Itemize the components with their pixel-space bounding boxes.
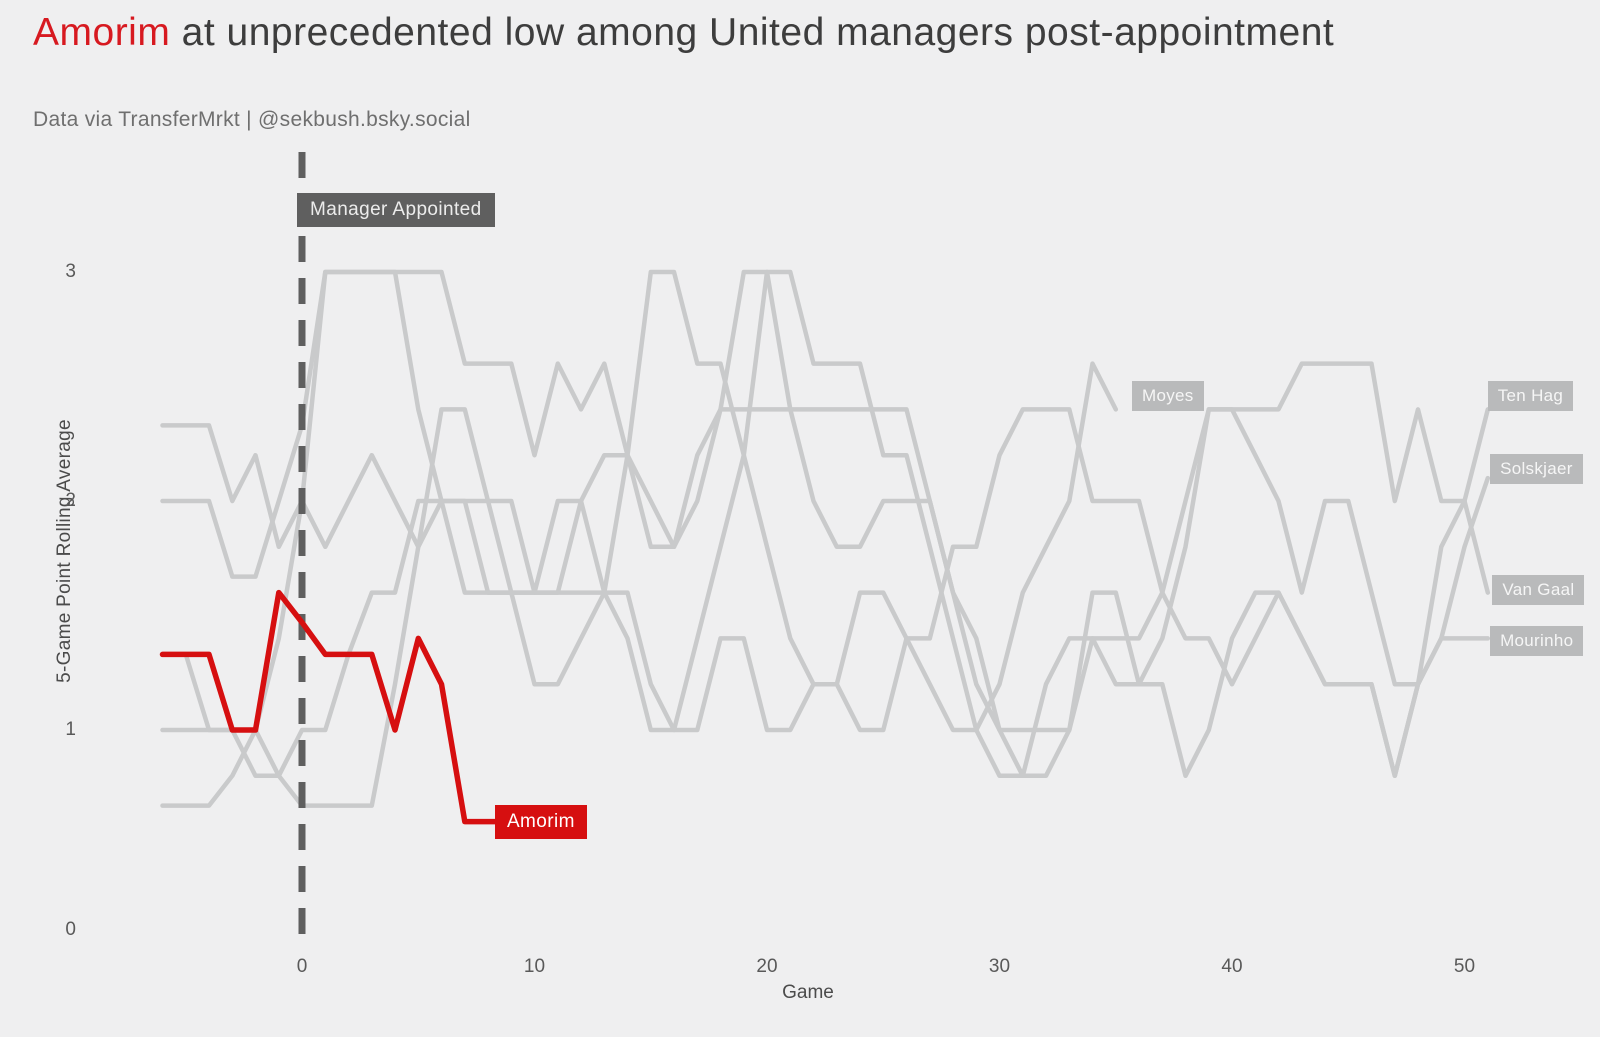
series-line-moyes	[160, 269, 1119, 733]
x-tick-50: 50	[1453, 956, 1476, 977]
manager-appointed-annotation: Manager Appointed	[297, 193, 495, 227]
x-tick-10: 10	[523, 956, 546, 977]
chart-subtitle: Data via TransferMrkt | @sekbush.bsky.so…	[33, 108, 471, 131]
x-tick-20: 20	[756, 956, 778, 977]
y-axis-label: 5-Game Point Rolling Average	[54, 419, 75, 683]
series-label-moyes: Moyes	[1132, 380, 1204, 411]
series-label-van-gaal: Van Gaal	[1492, 575, 1585, 606]
chart-title: Amorim at unprecedented low among United…	[33, 10, 1423, 57]
series-line-ten-hag	[160, 269, 1491, 808]
series-line-amorim	[159, 589, 503, 825]
chart-title-highlight: Amorim	[33, 11, 171, 54]
series-line-solskjaer	[160, 269, 1491, 808]
x-tick-40: 40	[1221, 956, 1243, 977]
series-label-amorim: Amorim	[494, 804, 587, 839]
x-axis-label: Game	[782, 982, 834, 1003]
series-label-ten-hag: Ten Hag	[1487, 380, 1574, 411]
series-line-mourinho	[160, 269, 1491, 779]
y-tick-3: 3	[65, 261, 76, 282]
y-tick-2: 2	[65, 490, 76, 511]
series-label-solskjaer: Solskjaer	[1490, 453, 1583, 484]
x-tick-30: 30	[988, 956, 1011, 977]
y-tick-1: 1	[65, 719, 76, 740]
y-tick-0: 0	[65, 919, 76, 940]
chart-title-rest: at unprecedented low among United manage…	[170, 11, 1335, 54]
series-line-van-gaal	[160, 269, 1491, 779]
x-tick-0: 0	[296, 956, 308, 977]
series-label-mourinho: Mourinho	[1490, 625, 1584, 656]
